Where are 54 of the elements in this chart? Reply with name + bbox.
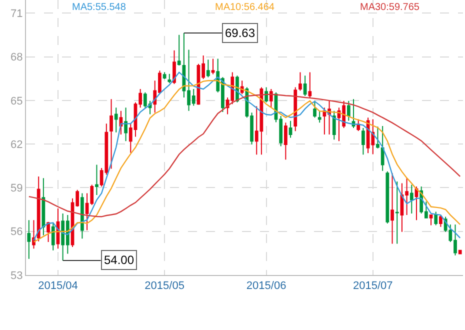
candlestick (318, 110, 322, 124)
y-tick-label: 68 (10, 52, 23, 64)
annotation: 54.00 (104, 253, 134, 267)
y-tick-label: 53 (10, 270, 23, 282)
candlestick (313, 100, 316, 118)
candlestick (458, 250, 462, 254)
candlestick (414, 186, 418, 221)
annotation: 69.63 (225, 26, 256, 40)
candlestick (395, 180, 399, 244)
candlestick (177, 34, 181, 66)
candlestick (308, 72, 312, 98)
y-tick-label: 65 (10, 95, 23, 108)
candlestick (95, 164, 98, 196)
candlestick (36, 176, 40, 242)
y-tick-label: 71 (10, 8, 23, 20)
candlestick (206, 59, 210, 78)
y-tick-label: 56 (10, 226, 23, 238)
candlestick (124, 107, 128, 142)
x-tick-label: 2015/05 (144, 280, 184, 292)
candlestick (172, 50, 176, 84)
candlestick (410, 184, 414, 214)
candlestick (42, 178, 46, 236)
candlestick (264, 86, 268, 103)
candlestick (346, 100, 350, 122)
candlestick (288, 120, 292, 138)
candlestick (439, 214, 442, 228)
candlestick (110, 98, 113, 170)
candlestick (429, 214, 433, 226)
candlestick (298, 72, 302, 92)
x-tick-label: 2015/06 (246, 280, 286, 292)
y-tick-label: 62 (10, 138, 23, 151)
candlestick (162, 72, 166, 80)
candlestick (352, 98, 356, 129)
text: MA10:56.464 (215, 2, 275, 13)
x-tick-label: 2015/07 (353, 280, 393, 292)
candlestick (362, 128, 365, 156)
candlestick (211, 58, 215, 75)
candlestick (434, 211, 438, 226)
candlestick (80, 192, 84, 240)
candlestick (303, 75, 307, 97)
y-tick-label: 59 (10, 182, 23, 195)
candlestick (386, 170, 390, 224)
candlestick (114, 107, 118, 133)
candlestick (168, 73, 172, 84)
x-tick-label: 2015/04 (38, 280, 78, 292)
text: MA5:55.548 (72, 2, 126, 13)
candlestick (51, 222, 55, 251)
text: MA30:59.765 (360, 2, 420, 13)
candlestick (269, 88, 273, 108)
candlestick (284, 122, 288, 160)
line-series (28, 94, 461, 218)
candlestick (332, 110, 336, 140)
candlestick (390, 172, 394, 244)
candlestick (27, 220, 31, 260)
